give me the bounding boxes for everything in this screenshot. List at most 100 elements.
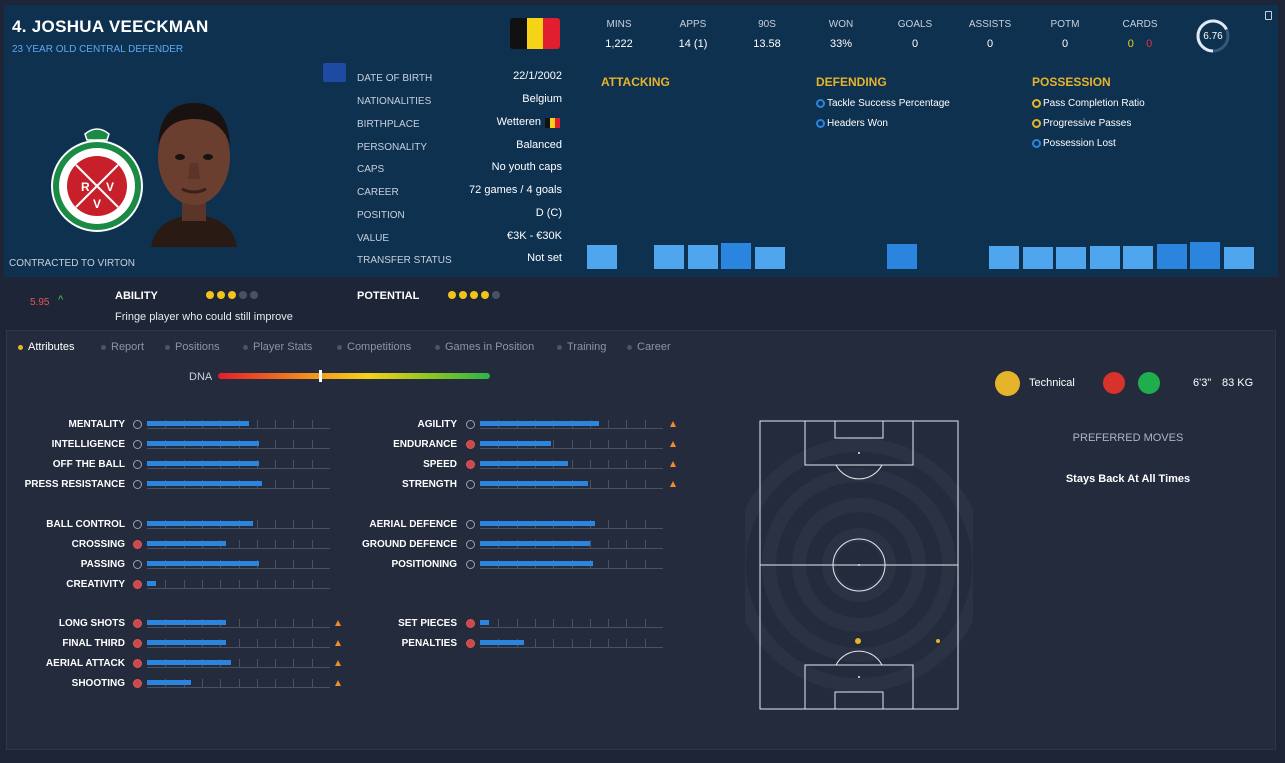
yellow-cards: 0 bbox=[1127, 38, 1134, 50]
info-value: Wetteren bbox=[496, 116, 541, 128]
potential-label: POTENTIAL bbox=[357, 290, 420, 302]
bar-tick bbox=[608, 480, 610, 488]
section-item: Progressive Passes bbox=[1032, 118, 1131, 129]
attribute-bar bbox=[480, 618, 663, 628]
section-item-label: Progressive Passes bbox=[1043, 118, 1132, 129]
bar-tick bbox=[275, 420, 277, 428]
stat-label: GOALS bbox=[897, 19, 933, 30]
possession-bars bbox=[989, 238, 1254, 269]
bar-tick bbox=[311, 679, 313, 687]
star-icon bbox=[448, 291, 456, 299]
info-label: BIRTHPLACE bbox=[357, 119, 420, 130]
attribute-fill bbox=[147, 640, 226, 645]
tab-games-in-position[interactable]: Games in Position bbox=[435, 341, 534, 353]
bar-tick bbox=[238, 540, 240, 548]
metric-dot-icon bbox=[1032, 119, 1041, 128]
improving-arrow-icon bbox=[335, 640, 341, 646]
section-attacking: ATTACKING bbox=[601, 75, 670, 89]
info-label: CAPS bbox=[357, 164, 385, 175]
section-item-label: Tackle Success Percentage bbox=[827, 98, 950, 109]
attribute-bar bbox=[480, 519, 663, 529]
attribute-name: GROUND DEFENCE bbox=[361, 539, 457, 550]
tab-positions[interactable]: Positions bbox=[165, 341, 220, 353]
improving-arrow-icon bbox=[670, 461, 676, 467]
bar-tick bbox=[238, 679, 240, 687]
attribute-name: INTELLIGENCE bbox=[51, 439, 125, 450]
info-value: No youth caps bbox=[491, 161, 562, 173]
attribute-fill bbox=[480, 521, 596, 526]
info-label: TRANSFER STATUS bbox=[357, 255, 452, 266]
attribute-fill bbox=[147, 620, 226, 625]
percentile-bar bbox=[887, 243, 917, 269]
tab-training[interactable]: Training bbox=[557, 341, 606, 353]
attribute-bar bbox=[147, 459, 330, 469]
bar-tick bbox=[553, 639, 555, 647]
star-icon bbox=[217, 291, 225, 299]
attribute-bar bbox=[480, 559, 663, 569]
bar-tick bbox=[644, 520, 646, 528]
attribute-fill bbox=[480, 541, 590, 546]
bar-tick bbox=[293, 659, 295, 667]
bar-tick bbox=[293, 639, 295, 647]
bar-tick bbox=[201, 580, 203, 588]
percentile-bar bbox=[1089, 246, 1120, 269]
bar-tick bbox=[311, 540, 313, 548]
bar-tick bbox=[644, 440, 646, 448]
tab-career[interactable]: Career bbox=[627, 341, 671, 353]
attribute-name: AERIAL ATTACK bbox=[45, 658, 125, 669]
bar-tick bbox=[293, 580, 295, 588]
player-weight: 83 KG bbox=[1222, 377, 1254, 389]
bar-tick bbox=[293, 420, 295, 428]
bar-tick bbox=[644, 460, 646, 468]
stat-label: APPS bbox=[679, 19, 707, 30]
attribute-fill bbox=[480, 481, 588, 486]
bar-tick bbox=[311, 639, 313, 647]
attribute-type-icon bbox=[133, 639, 142, 648]
attribute-fill bbox=[147, 461, 259, 466]
right-foot-icon bbox=[1138, 372, 1160, 394]
attribute-bar bbox=[480, 419, 663, 429]
attributes-panel bbox=[6, 330, 1276, 750]
ability-stars bbox=[206, 291, 258, 299]
tab-competitions[interactable]: Competitions bbox=[337, 341, 411, 353]
info-value: Not set bbox=[527, 252, 562, 264]
svg-text:V: V bbox=[93, 197, 101, 211]
bar-tick bbox=[311, 580, 313, 588]
tab-report[interactable]: Report bbox=[101, 341, 144, 353]
bar-tick bbox=[256, 639, 258, 647]
pitch-diagram bbox=[745, 420, 973, 710]
attribute-fill bbox=[480, 461, 568, 466]
bar-tick bbox=[293, 679, 295, 687]
menu-icon[interactable] bbox=[1265, 11, 1272, 20]
attribute-bar bbox=[147, 419, 330, 429]
tab-player-stats[interactable]: Player Stats bbox=[243, 341, 312, 353]
attribute-bar bbox=[480, 459, 663, 469]
attribute-name: CROSSING bbox=[71, 539, 125, 550]
trend-up-icon: ^ bbox=[58, 294, 64, 306]
percentile-bar bbox=[721, 242, 751, 269]
tab-attributes[interactable]: Attributes bbox=[18, 341, 74, 353]
attribute-bar bbox=[147, 539, 330, 549]
section-possession: POSSESSION bbox=[1032, 75, 1111, 89]
bar-tick bbox=[608, 520, 610, 528]
bar-tick bbox=[275, 619, 277, 627]
dna-bar bbox=[218, 373, 490, 379]
stat-value: 0 bbox=[1061, 38, 1069, 50]
attribute-bar bbox=[147, 579, 330, 589]
bar-tick bbox=[275, 460, 277, 468]
attribute-fill bbox=[147, 421, 250, 426]
attribute-type-icon bbox=[466, 540, 475, 549]
improving-arrow-icon bbox=[670, 441, 676, 447]
bar-tick bbox=[311, 420, 313, 428]
eu-badge-icon[interactable] bbox=[323, 63, 346, 82]
attribute-bar bbox=[147, 519, 330, 529]
bar-tick bbox=[275, 480, 277, 488]
bar-tick bbox=[275, 560, 277, 568]
bar-tick bbox=[534, 619, 536, 627]
attribute-type-icon bbox=[466, 639, 475, 648]
bar-tick bbox=[238, 639, 240, 647]
attribute-name: CREATIVITY bbox=[66, 579, 125, 590]
attribute-bar bbox=[480, 479, 663, 489]
bar-tick bbox=[608, 460, 610, 468]
bar-tick bbox=[293, 540, 295, 548]
